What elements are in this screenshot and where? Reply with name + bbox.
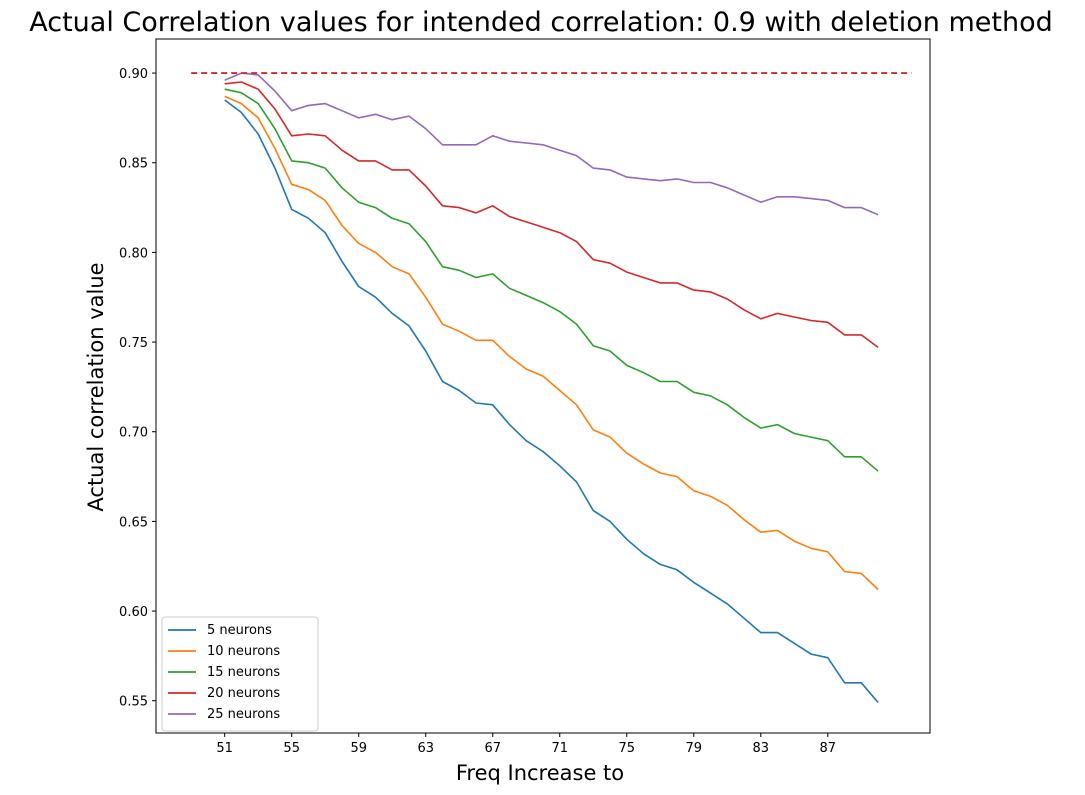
x-tick-label: 79 [686,741,703,756]
series-line-4 [224,81,879,349]
series-line-2 [224,95,879,591]
legend-label: 25 neurons [207,707,280,722]
y-tick-label: 0.80 [119,246,148,261]
y-axis-label: Actual correlation value [84,262,108,511]
x-axis: 51 55 59 63 67 71 75 79 83 87 [216,733,836,756]
x-tick-label: 63 [417,741,434,756]
y-tick-label: 0.70 [119,426,148,441]
y-tick-label: 0.90 [119,67,148,82]
y-tick-label: 0.55 [119,695,148,710]
y-axis: 0.55 0.60 0.65 0.70 0.75 0.80 0.85 0.90 [119,67,156,710]
x-axis-label: Freq Increase to [456,761,624,785]
x-tick-label: 51 [216,741,233,756]
series-line-3 [224,88,879,472]
legend-label: 5 neurons [207,623,272,638]
x-tick-label: 59 [350,741,367,756]
y-tick-label: 0.85 [119,157,148,172]
series-line-1 [224,99,879,704]
x-tick-label: 55 [283,741,300,756]
legend-frame [161,616,319,732]
y-tick-label: 0.75 [119,336,148,351]
series-group [224,72,879,704]
legend: 5 neurons 10 neurons 15 neurons 20 neurons 2… [161,616,319,732]
series-line-5 [224,72,879,216]
x-tick-label: 75 [618,741,635,756]
legend-label: 15 neurons [207,665,280,680]
legend-label: 10 neurons [207,644,280,659]
y-tick-label: 0.60 [119,605,148,620]
chart-title: Actual Correlation values for intended c… [29,7,1053,38]
y-tick-label: 0.65 [119,515,148,530]
x-tick-label: 83 [753,741,770,756]
x-tick-label: 87 [820,741,837,756]
x-tick-label: 67 [484,741,501,756]
legend-label: 20 neurons [207,686,280,701]
x-tick-label: 71 [551,741,568,756]
